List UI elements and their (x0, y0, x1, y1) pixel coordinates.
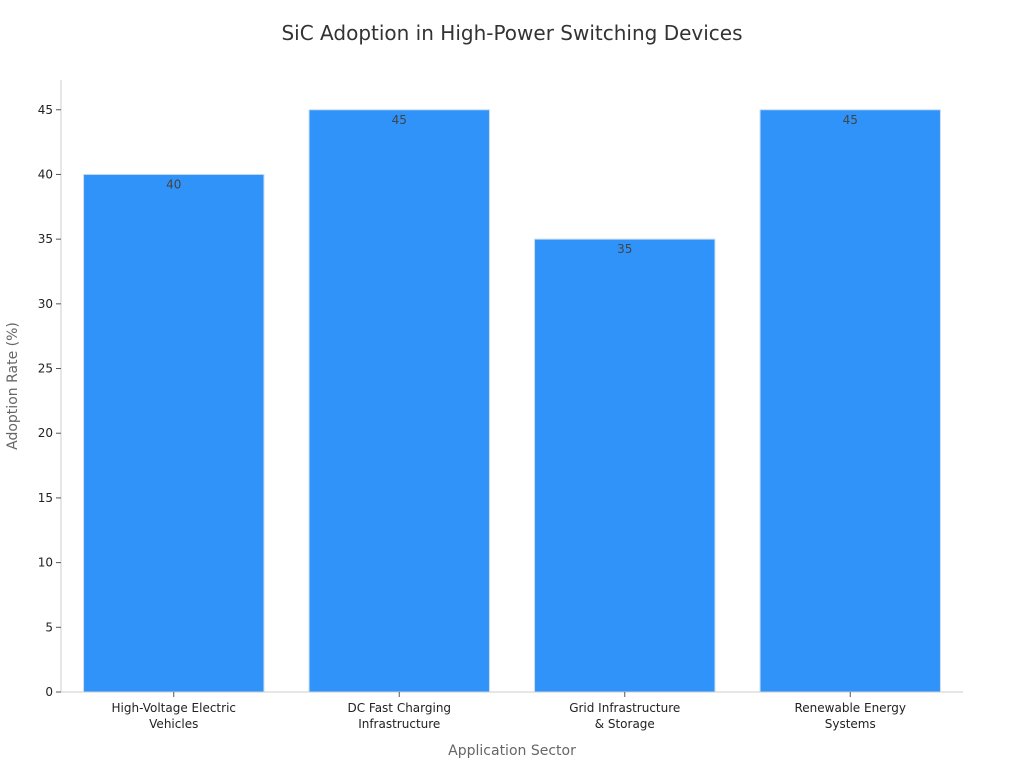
axes-layer: 0 5 10 15 20 25 30 35 40 45 High-Voltage Electric V… (38, 80, 963, 731)
chart-title: SiC Adoption in High-Power Switching Dev… (281, 21, 742, 45)
x-tick-label-1-line-0: DC Fast Charging (347, 701, 451, 715)
bar-0 (83, 173, 265, 693)
y-tick-label-7: 35 (38, 232, 53, 246)
x-tick-label-3-line-0: Renewable Energy (795, 701, 907, 715)
x-tick-label-1: DC Fast Charging Infrastructure (347, 701, 451, 731)
x-tick-label-0-line-1: Vehicles (149, 717, 198, 731)
y-tick-label-8: 40 (38, 167, 53, 181)
data-label-3: 45 (843, 113, 858, 127)
bar-1 (308, 109, 490, 693)
x-tick-label-0-line-0: High-Voltage Electric (112, 701, 237, 715)
bar-3 (759, 109, 941, 693)
x-tick-label-3: Renewable Energy Systems (795, 701, 907, 731)
y-axis-label: Adoption Rate (%) (5, 322, 21, 450)
bars-layer: 40 45 35 45 (83, 109, 941, 693)
y-tick-label-9: 45 (38, 103, 53, 117)
x-tick-label-2-line-0: Grid Infrastructure (569, 701, 680, 715)
bar-2 (534, 238, 716, 693)
x-tick-label-2: Grid Infrastructure & Storage (569, 701, 680, 731)
y-tick-label-5: 25 (38, 362, 53, 376)
y-tick-label-6: 30 (38, 297, 53, 311)
y-tick-label-2: 10 (38, 556, 53, 570)
y-tick-label-1: 5 (45, 620, 53, 634)
data-label-2: 35 (617, 242, 632, 256)
data-label-1: 45 (392, 113, 407, 127)
x-axis-label: Application Sector (448, 743, 576, 759)
x-tick-label-1-line-1: Infrastructure (358, 717, 440, 731)
data-label-0: 40 (166, 177, 181, 191)
x-tick-label-2-line-1: & Storage (595, 717, 655, 731)
x-tick-label-0: High-Voltage Electric Vehicles (112, 701, 237, 731)
x-tick-label-3-line-1: Systems (825, 717, 876, 731)
y-tick-label-3: 15 (38, 491, 53, 505)
y-tick-label-4: 20 (38, 426, 53, 440)
y-tick-label-0: 0 (45, 685, 53, 699)
